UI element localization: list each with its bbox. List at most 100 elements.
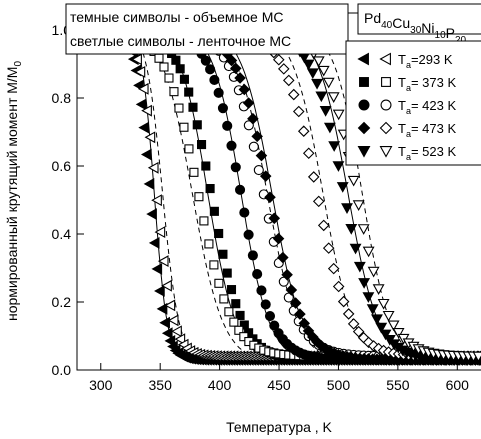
series-2-filled-point: [222, 120, 233, 131]
series-3-filled-point: [225, 54, 238, 67]
x-axis-ticks: 300 350 400 450 500 550 600: [89, 363, 469, 393]
legend-filled-marker-3: [357, 121, 371, 135]
series-2-open-point: [243, 120, 254, 131]
series-3-filled-point: [294, 308, 306, 320]
legend-label-main-4: T: [398, 144, 406, 159]
legend-label-main-2: T: [398, 98, 406, 113]
series-4-open-point: [317, 65, 330, 77]
series-0-open-point: [174, 333, 186, 346]
x-tick-label-5: 550: [386, 377, 410, 393]
series-3-filled-point: [242, 97, 255, 109]
series-2-fit2-curve: [77, 22, 481, 364]
x-tick-label-3: 450: [267, 377, 291, 393]
series-1-open-point: [199, 216, 209, 226]
series-4-filled-point: [328, 141, 341, 152]
series-1-filled-point: [222, 268, 232, 278]
series-2-open-point: [253, 164, 264, 176]
series-2-filled-point: [264, 310, 276, 322]
series-2-filled-point: [252, 269, 263, 280]
y-axis-title-sub: 0: [13, 61, 24, 67]
composition-element-2: Ni: [421, 20, 434, 36]
legend-filled-marker-1: [359, 77, 369, 87]
series-4-open-point: [372, 284, 385, 295]
series-4-open-point: [392, 328, 405, 339]
series-0-filled-point: [154, 285, 165, 297]
series-1-filled-point: [205, 184, 215, 194]
series-2-filled-point: [217, 103, 228, 114]
x-tick-label-4: 500: [327, 377, 351, 393]
series-4-filled-point: [349, 243, 362, 255]
series-3-filled-point: [264, 191, 276, 204]
series-2-filled-point: [234, 184, 246, 195]
series-0-filled-point: [151, 262, 163, 275]
legend-label-0: Ta=293 K: [398, 52, 453, 70]
y-tick-label-0: 0.0: [52, 362, 72, 378]
series-2-filled-point: [247, 250, 258, 261]
series-0-open-point: [167, 314, 179, 327]
series-4-filled-point: [345, 224, 358, 235]
series-2-filled-point: [226, 140, 237, 151]
legend-label-rest-3: = 473 K: [411, 121, 457, 136]
series-3-open-point: [347, 318, 360, 330]
series-3-open-point: [307, 171, 320, 183]
series-2-filled-point: [230, 162, 241, 173]
series-2-filled-point: [213, 87, 224, 98]
note-line-1: темные символы - объемное МС: [70, 9, 283, 25]
series-3-open-point: [337, 295, 350, 308]
series-3-open-point: [282, 74, 295, 87]
series-4-open-point: [312, 56, 325, 68]
series-0-open-point: [147, 161, 159, 174]
legend-filled-marker-4: [357, 146, 371, 158]
series-4-filled-point: [366, 304, 379, 315]
legend-open-marker-0: [379, 52, 391, 66]
series-4-filled-point: [371, 314, 383, 326]
legend-label-main-1: T: [398, 75, 406, 90]
legend-label-sub-1: a: [406, 83, 411, 93]
series-3-filled-point: [234, 72, 246, 84]
series-1-open-point: [229, 317, 239, 327]
series-3-filled-point: [259, 170, 272, 182]
series-2-open-point: [248, 141, 259, 152]
series-3-filled-point: [277, 251, 289, 264]
legend-label-1: Ta= 373 K: [398, 75, 456, 93]
series-1-open-point: [159, 62, 169, 72]
series-4-open-point: [357, 224, 370, 235]
series-3-open-point: [352, 325, 365, 338]
composition-box: [357, 3, 481, 35]
series-4-filled-point: [336, 182, 349, 193]
x-axis-title: Температура , K: [226, 419, 332, 435]
series-3-filled-point: [272, 232, 285, 245]
series-4-filled-point: [319, 106, 332, 117]
series-1-open-point: [224, 307, 234, 317]
series-0-open-point: [131, 53, 142, 66]
legend-label-main-3: T: [398, 121, 406, 136]
series-3-filled-point: [247, 112, 259, 125]
series-0-open-point: [161, 279, 172, 292]
composition-sub-2: 10: [435, 30, 447, 41]
composition-sub-0: 40: [381, 20, 393, 31]
series-3-filled-point: [255, 149, 268, 162]
series-0-filled-point: [140, 148, 152, 161]
series-0-open-point: [171, 325, 182, 338]
x-tick-label-6: 600: [446, 377, 470, 393]
y-axis-title-main: нормированный крутящий момент M/M: [4, 67, 20, 322]
series-4-open-point: [382, 310, 395, 322]
series-4-filled-point: [375, 322, 388, 334]
series-1-filled-point: [171, 55, 181, 65]
series-4-open-point: [347, 175, 360, 187]
series-4-open-point: [367, 266, 380, 278]
series-2-filled-point: [243, 229, 254, 240]
series-1-filled-point: [196, 140, 207, 150]
series-3-open-point: [287, 88, 300, 101]
series-4-filled-point: [306, 68, 319, 80]
legend-open-marker-4: [379, 146, 393, 158]
series-3-filled-point: [289, 297, 302, 309]
series-4-open-point: [327, 92, 340, 103]
series-3-open-point: [317, 219, 330, 232]
y-tick-label-2: 0.4: [52, 226, 72, 242]
series-1-filled-point: [214, 228, 224, 239]
series-2-filled-point: [269, 320, 280, 331]
series-0-open-point: [157, 255, 169, 268]
series-3-filled-point: [298, 317, 311, 330]
